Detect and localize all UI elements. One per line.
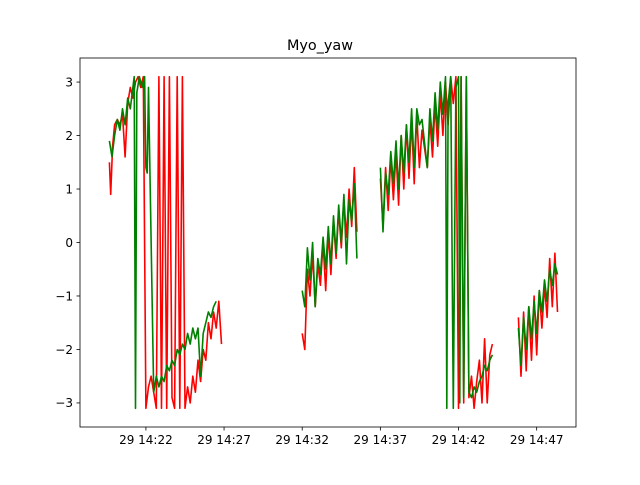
y-tick-label: 2 xyxy=(65,129,73,143)
y-tick-label: 1 xyxy=(65,182,73,196)
y-tick-label: −2 xyxy=(55,343,73,357)
x-tick-label: 29 14:42 xyxy=(432,433,486,447)
x-tick-label: 29 14:47 xyxy=(510,433,564,447)
x-axis: 29 14:22 29 14:27 29 14:32 29 14:37 29 14:42… xyxy=(119,427,563,447)
x-tick-label: 29 14:22 xyxy=(119,433,173,447)
y-axis: −3 −2 −1 0 1 2 3 xyxy=(55,75,80,410)
plot-area xyxy=(108,75,559,410)
x-tick-label: 29 14:37 xyxy=(354,433,408,447)
y-tick-label: 3 xyxy=(65,75,73,89)
y-tick-label: 0 xyxy=(65,236,73,250)
y-tick-label: −1 xyxy=(55,289,73,303)
series-line-2 xyxy=(108,75,559,410)
chart-title: Myo_yaw xyxy=(287,38,353,54)
x-tick-label: 29 14:27 xyxy=(197,433,251,447)
y-tick-label: −3 xyxy=(55,396,73,410)
x-tick-label: 29 14:32 xyxy=(275,433,329,447)
